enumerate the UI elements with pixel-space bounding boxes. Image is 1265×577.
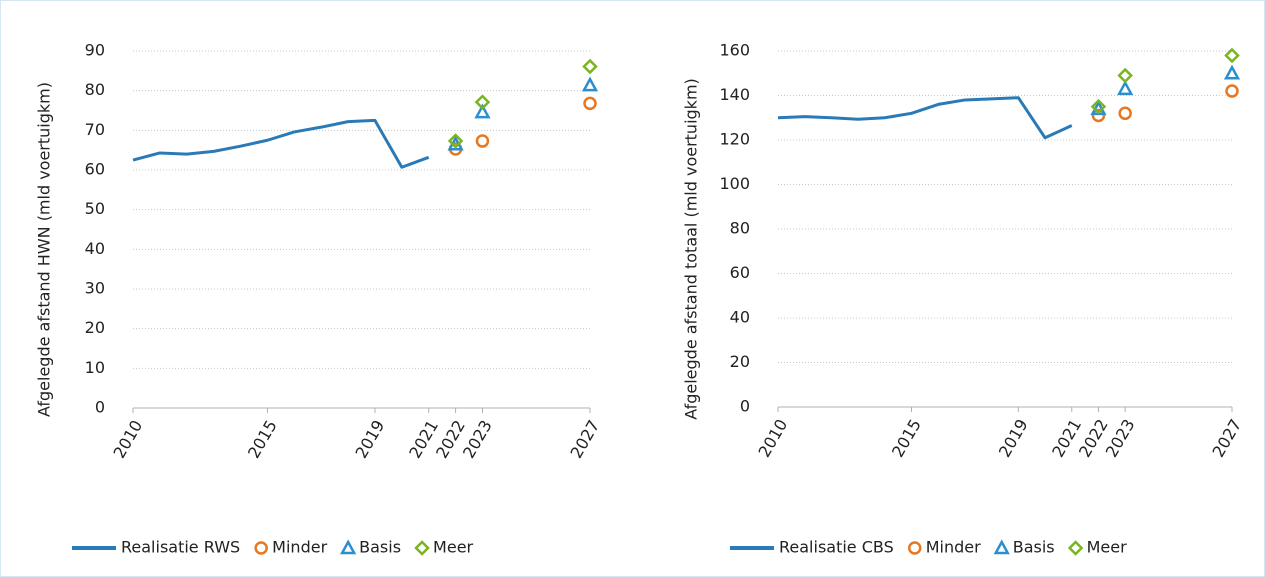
line: [132, 118, 430, 169]
legend-label: Minder: [272, 538, 327, 557]
legend-swatch: [1067, 540, 1084, 556]
legend-swatch: [414, 540, 430, 556]
legend-label: Minder: [926, 538, 981, 557]
y-tick-label: 140: [719, 85, 750, 104]
y-tick-label: 90: [85, 41, 105, 60]
marker-diamond: [1090, 98, 1107, 115]
y-tick-label: 100: [719, 174, 750, 193]
y-axis-label: Afgelegde afstand HWN (mld voertuigkm): [35, 82, 54, 417]
y-tick-label: 120: [719, 130, 750, 149]
legend-swatch: [993, 539, 1010, 555]
marker-circle: [475, 134, 490, 148]
marker-triangle: [1223, 64, 1241, 80]
legend-swatch: [254, 541, 268, 555]
y-tick-label: 20: [730, 352, 750, 371]
y-tick-label: 80: [730, 219, 750, 238]
y-tick-label: 40: [85, 239, 105, 258]
y-tick-label: 70: [85, 120, 105, 139]
legend-swatch: [340, 539, 357, 555]
legend-swatch: [908, 541, 922, 555]
marker-circle: [1118, 106, 1132, 121]
marker-triangle: [581, 76, 599, 92]
legend-label: Basis: [1013, 538, 1055, 557]
y-tick-label: 50: [85, 199, 105, 218]
legend-label: Meer: [1087, 538, 1127, 557]
marker-triangle: [474, 103, 491, 119]
y-tick-label: 160: [719, 41, 750, 60]
marker-diamond: [474, 94, 491, 110]
y-tick-label: 80: [85, 80, 105, 99]
marker-circle: [1225, 84, 1239, 98]
legend-label: Meer: [433, 538, 473, 557]
marker-diamond: [1224, 47, 1240, 64]
y-tick-label: 60: [730, 263, 750, 282]
marker-diamond: [582, 58, 598, 75]
y-tick-label: 30: [85, 279, 105, 298]
legend-label: Basis: [359, 538, 401, 557]
line: [777, 96, 1073, 140]
marker-diamond: [1117, 67, 1133, 84]
y-tick-label: 10: [85, 358, 105, 377]
y-tick-label: 20: [85, 318, 105, 337]
marker-circle: [1091, 108, 1106, 123]
y-tick-label: 0: [95, 398, 105, 417]
legend-label: Realisatie CBS: [779, 538, 894, 557]
marker-triangle: [1117, 80, 1134, 96]
legend-label: Realisatie RWS: [121, 538, 240, 557]
marker-circle: [583, 96, 597, 111]
marker-diamond: [447, 133, 464, 149]
y-tick-label: 60: [85, 160, 105, 179]
y-tick-label: 0: [740, 397, 750, 416]
y-tick-label: 40: [730, 308, 750, 327]
y-axis-label: Afgelegde afstand totaal (mld voertuigkm…: [682, 78, 701, 420]
